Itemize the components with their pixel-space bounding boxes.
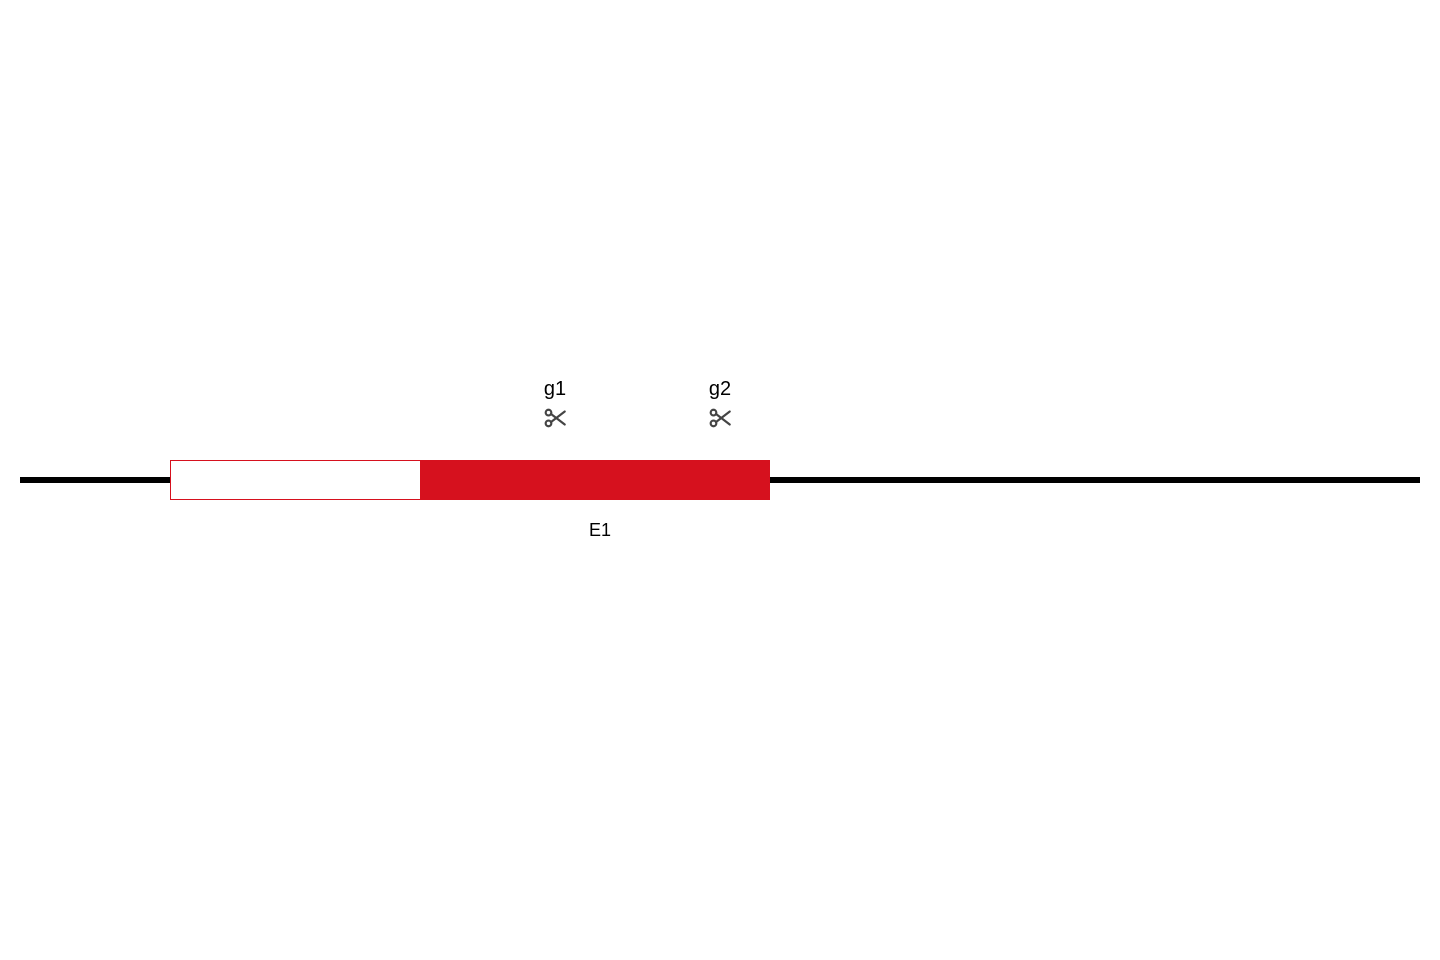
gene-diagram: E1 g1 g2 (0, 0, 1440, 960)
scissors-icon (542, 405, 568, 431)
exon-filled-box (420, 460, 770, 500)
cut-site-label-g1: g1 (544, 378, 566, 401)
cut-site-label-g2: g2 (709, 378, 731, 401)
exon-label: E1 (589, 520, 611, 541)
scissors-icon (707, 405, 733, 431)
